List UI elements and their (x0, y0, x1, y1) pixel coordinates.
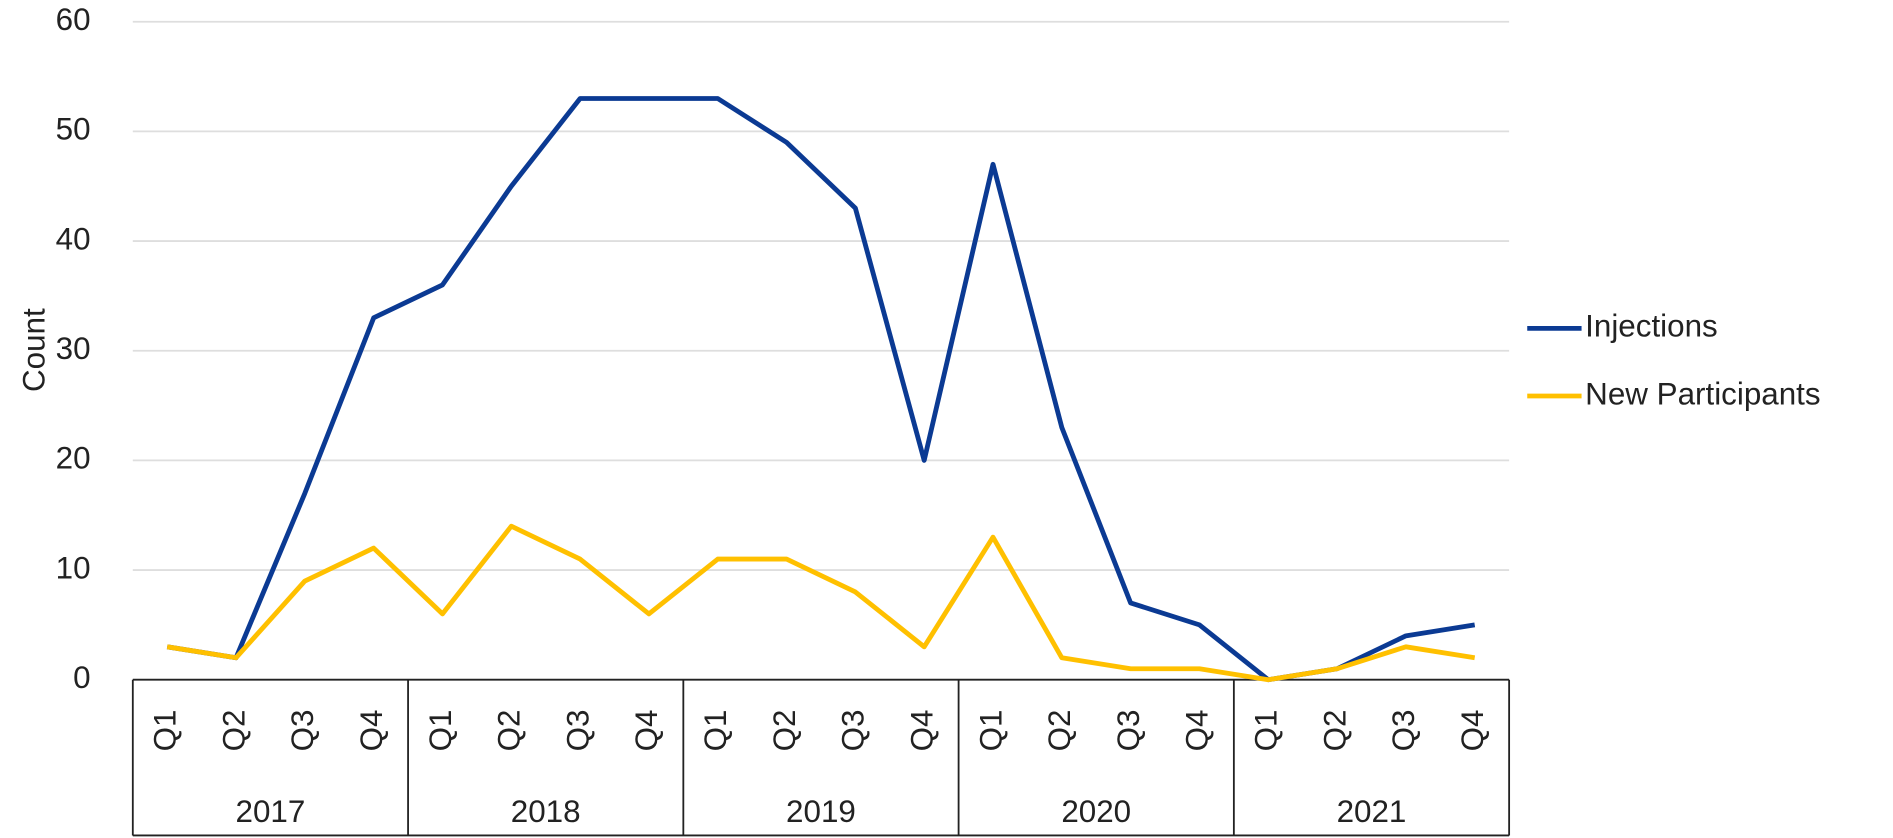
x-tick-label: Q4 (629, 709, 664, 751)
x-tick-label: Q1 (973, 709, 1008, 751)
legend-label: Injections (1585, 309, 1718, 344)
y-tick-label: 0 (73, 660, 90, 695)
x-tick-label: Q2 (767, 709, 802, 751)
group-label: 2020 (1061, 794, 1131, 829)
y-tick-label: 20 (56, 441, 91, 476)
x-tick-label: Q4 (1455, 709, 1490, 751)
x-tick-label: Q4 (904, 709, 939, 751)
group-label: 2019 (786, 794, 856, 829)
x-tick-label: Q2 (1317, 709, 1352, 751)
x-tick-label: Q1 (423, 709, 458, 751)
x-tick-label: Q4 (1180, 709, 1215, 751)
y-tick-label: 30 (56, 331, 91, 366)
group-label: 2018 (511, 794, 581, 829)
group-label: 2021 (1337, 794, 1407, 829)
x-tick-label: Q2 (492, 709, 527, 751)
x-tick-label: Q3 (1111, 709, 1146, 751)
x-tick-label: Q1 (698, 709, 733, 751)
y-tick-label: 50 (56, 112, 91, 147)
y-tick-label: 10 (56, 550, 91, 585)
y-tick-label: 60 (56, 2, 91, 37)
x-tick-label: Q4 (354, 709, 389, 751)
x-tick-label: Q3 (836, 709, 871, 751)
x-tick-label: Q1 (148, 709, 183, 751)
y-axis-label: Count (17, 308, 52, 392)
x-tick-label: Q2 (216, 709, 251, 751)
x-tick-label: Q2 (1042, 709, 1077, 751)
x-tick-label: Q1 (1249, 709, 1284, 751)
x-tick-label: Q3 (560, 709, 595, 751)
series-line (166, 523, 1476, 683)
group-label: 2017 (236, 794, 306, 829)
y-tick-label: 40 (56, 221, 91, 256)
x-tick-label: Q3 (285, 709, 320, 751)
legend-label: New Participants (1585, 376, 1820, 411)
series-line (166, 96, 1476, 683)
x-tick-label: Q3 (1386, 709, 1421, 751)
